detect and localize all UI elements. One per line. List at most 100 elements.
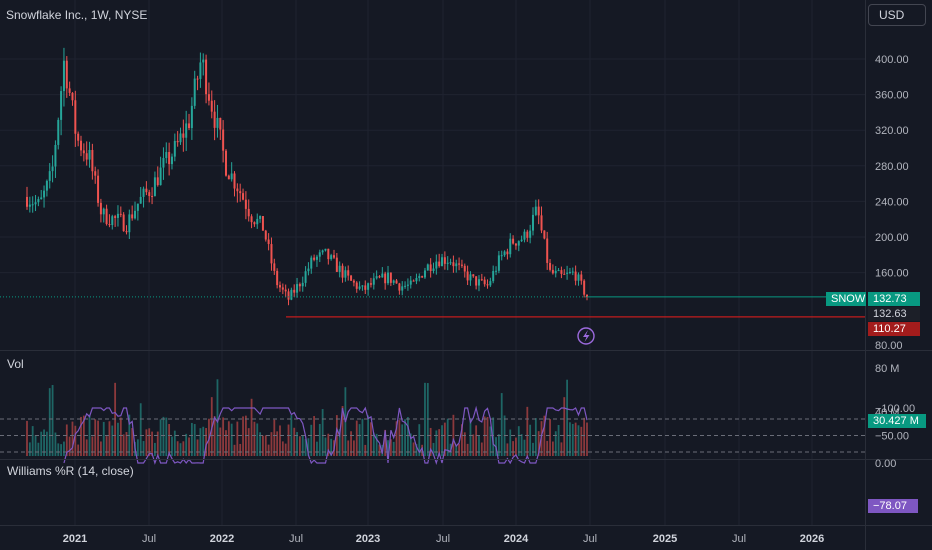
price-tick-label: 360.00 [875, 90, 909, 102]
volume-bar [165, 417, 168, 456]
candle-body [82, 150, 85, 154]
volume-bar [574, 422, 577, 456]
time-tick-label: Jul [732, 533, 746, 545]
volume-bar [571, 423, 574, 456]
support-price-tag: 110.27 [868, 322, 920, 336]
volume-bar [392, 441, 395, 456]
candle-body [43, 190, 46, 198]
candle-body [418, 276, 421, 278]
candle-body [540, 215, 543, 231]
candle-body [116, 213, 119, 218]
volume-bar [54, 432, 57, 456]
volume-bar [85, 439, 88, 456]
candle-body [293, 289, 296, 293]
candle-body [480, 279, 483, 281]
volume-bar [242, 416, 244, 456]
currency-button[interactable]: USD [868, 4, 926, 26]
volume-bar [156, 431, 159, 456]
volume-bar [45, 431, 48, 456]
candle-body [361, 285, 364, 287]
time-tick-label: 2025 [653, 533, 677, 545]
volume-bar [492, 417, 495, 456]
candle-body [463, 265, 466, 272]
candle-body [435, 261, 438, 269]
time-tick-label: Jul [142, 533, 156, 545]
candle-body [264, 230, 267, 240]
volume-bar [80, 416, 82, 456]
volume-bar [43, 429, 45, 456]
candle-body [512, 238, 515, 244]
candle-body [296, 284, 299, 293]
candle-body [503, 251, 506, 256]
volume-bar [97, 420, 99, 456]
volume-bar [327, 433, 330, 456]
candle-body [568, 271, 571, 273]
volume-bar [424, 382, 426, 456]
candle-body [554, 270, 557, 274]
candle-body [176, 140, 179, 143]
candle-body [60, 91, 63, 120]
volume-bar [586, 422, 588, 456]
volume-bar [418, 424, 421, 456]
candle-body [102, 208, 105, 215]
price-axis[interactable]: 400.00 360.00 320.00 280.00 240.00 200.00 160.… [875, 54, 909, 352]
volume-bar [298, 436, 301, 456]
time-tick-label: Jul [436, 533, 450, 545]
time-tick-label: 2026 [800, 533, 824, 545]
volume-bar [469, 418, 472, 456]
candle-body [566, 272, 569, 274]
candle-body [190, 105, 193, 129]
time-axis[interactable]: 2021 Jul 2022 Jul 2023 Jul 2024 Jul 2025 Jul 2026 [63, 533, 824, 545]
candle-body [537, 206, 540, 216]
volume-bar [162, 416, 165, 456]
volume-bar [438, 429, 441, 456]
candle-body [549, 262, 552, 270]
candle-body [369, 283, 372, 285]
time-tick-label: 2024 [504, 533, 529, 545]
volume-bar [60, 444, 63, 456]
candle-body [77, 133, 80, 141]
volume-bar [443, 422, 446, 456]
volume-bar [247, 428, 250, 456]
volume-bar [48, 388, 51, 456]
candle-body [193, 78, 196, 106]
volume-bar [131, 428, 134, 456]
candle-body [483, 279, 486, 285]
candle-body [125, 231, 128, 233]
candle-body [335, 257, 338, 272]
volume-bar [168, 423, 171, 456]
candle-body [45, 180, 48, 191]
candle-body [156, 177, 159, 186]
volume-bar [219, 427, 222, 456]
williams-r-label[interactable]: Williams %R (14, close) [7, 464, 134, 478]
candlestick-series[interactable] [26, 47, 588, 306]
volume-bar [364, 444, 367, 456]
volume-bar [273, 419, 276, 456]
candle-body [188, 123, 191, 129]
candle-body [162, 158, 165, 168]
volume-bar [387, 440, 389, 456]
candle-body [128, 214, 131, 233]
symbol-title[interactable]: Snowflake Inc., 1W, NYSE [6, 8, 148, 22]
volume-bar [500, 393, 503, 456]
volume-bar [253, 421, 256, 456]
candle-body [199, 62, 202, 79]
lightning-icon[interactable] [577, 327, 595, 345]
volume-bar [566, 379, 569, 456]
candle-body [443, 257, 446, 264]
candle-body [384, 273, 387, 284]
candle-body [529, 230, 532, 238]
candle-body [514, 243, 517, 246]
volume-bar [74, 425, 77, 456]
volume-bar [185, 433, 188, 456]
volume-bar [31, 426, 34, 456]
candle-body [224, 150, 227, 176]
volume-bar [546, 440, 549, 456]
candle-body [497, 255, 500, 271]
candle-body [392, 280, 395, 283]
volume-bar [526, 406, 529, 456]
volume-bar [426, 383, 429, 456]
volume-bar [557, 425, 560, 456]
